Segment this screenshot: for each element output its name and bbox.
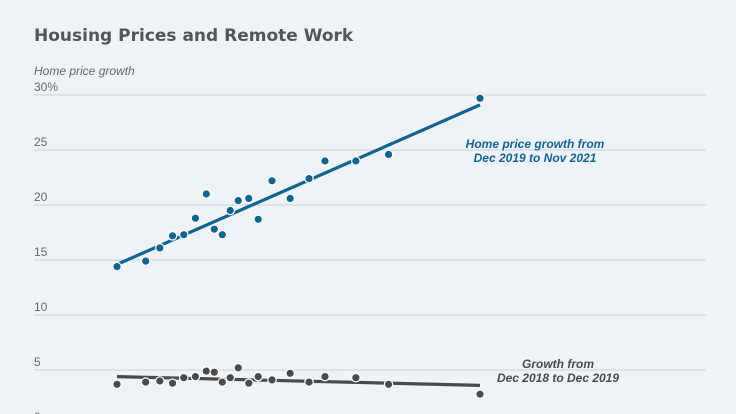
y-tick-label: 20 (34, 190, 48, 204)
data-point (233, 195, 244, 206)
data-point (112, 379, 122, 390)
data-point (383, 149, 394, 160)
data-point (243, 378, 254, 388)
data-point (304, 377, 314, 387)
y-tick-label: 30% (34, 80, 58, 94)
data-point (233, 362, 244, 373)
data-point (253, 214, 264, 225)
data-point (190, 213, 201, 223)
data-point (178, 372, 189, 383)
data-point (351, 156, 361, 166)
data-point (201, 366, 212, 376)
grid (34, 94, 706, 371)
data-point (178, 229, 189, 240)
trend-line (116, 103, 481, 266)
series-annotation-line: Dec 2019 to Nov 2021 (474, 151, 597, 165)
data-point (201, 189, 212, 199)
series-annotation-line: Growth from (522, 357, 594, 371)
data-point (140, 256, 151, 266)
data-point (190, 371, 201, 382)
y-tick-label: 25 (34, 135, 48, 149)
data-point (267, 375, 277, 385)
y-tick-labels: 30% 25 20 15 10 5 0 (34, 80, 58, 414)
data-point (155, 376, 165, 386)
data-point (383, 379, 394, 390)
data-point (225, 372, 236, 383)
trend-lines (116, 103, 481, 387)
data-point (167, 378, 178, 388)
data-point (285, 368, 295, 379)
y-tick-label: 0 (34, 410, 41, 414)
y-tick-label: 10 (34, 300, 48, 314)
data-point (320, 156, 330, 166)
data-point (217, 229, 228, 240)
data-point (155, 243, 165, 253)
data-point (253, 371, 264, 382)
trend-line (116, 375, 481, 387)
data-point (475, 389, 485, 399)
data-point (167, 231, 178, 241)
data-point (209, 224, 220, 234)
data-point (209, 367, 220, 377)
data-point (304, 173, 314, 184)
series-annotation-line: Home price growth from (466, 137, 605, 151)
data-point (351, 372, 361, 383)
y-tick-label: 5 (34, 355, 41, 369)
data-point (285, 193, 295, 204)
data-point (243, 193, 254, 204)
chart-title: Housing Prices and Remote Work (34, 26, 354, 46)
data-point (267, 176, 277, 186)
y-axis-label: Home price growth (34, 64, 135, 78)
data-point (112, 261, 122, 272)
data-point (140, 377, 151, 387)
data-point (475, 93, 485, 104)
data-point (217, 377, 228, 387)
data-points (112, 93, 485, 399)
data-point (225, 205, 236, 216)
y-tick-label: 15 (34, 245, 48, 259)
data-point (320, 371, 330, 382)
series-annotation-line: Dec 2018 to Dec 2019 (497, 371, 619, 385)
